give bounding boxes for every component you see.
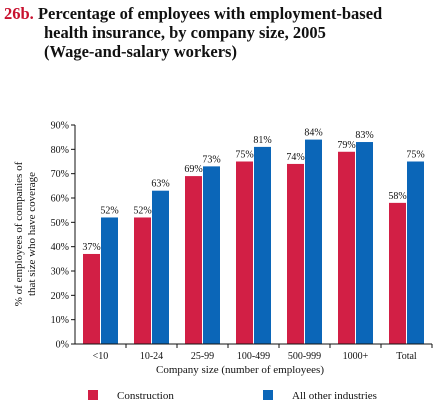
x-tick-label: 25-99 <box>191 351 214 362</box>
y-tick-label: 90% <box>51 121 69 132</box>
legend: Construction All other industries <box>88 390 377 402</box>
y-axis-title-line-2: that size who have coverage <box>26 172 38 296</box>
title-line-3: (Wage-and-salary workers) <box>44 42 237 61</box>
y-tick-label: 10% <box>51 315 69 326</box>
data-label: 63% <box>151 179 169 190</box>
data-label: 52% <box>100 205 118 216</box>
bars <box>83 139 424 344</box>
x-tick-label: 100-499 <box>237 351 270 362</box>
bar-construction <box>287 163 304 344</box>
data-label: 52% <box>133 205 151 216</box>
legend-swatch-all-other-industries <box>263 390 273 400</box>
y-axis-ticks: 0% 10% 20% 30% 40% 50% 60% 70% 80% 90% <box>51 121 75 351</box>
legend-swatch-construction <box>88 390 98 400</box>
bar-all-other-industries <box>356 142 373 344</box>
data-labels: 37%52% 52%63%69%73% 75%81%74%84%79%83%58%7… <box>82 128 424 253</box>
data-label: 58% <box>388 191 406 202</box>
x-axis-title: Company size (number of employees) <box>156 364 324 376</box>
y-axis-title-line-1: % of employees of companies of <box>13 161 25 306</box>
data-label: 83% <box>355 130 373 141</box>
x-tick-label: <10 <box>93 351 109 362</box>
y-tick-label: 40% <box>51 242 69 253</box>
x-tick-label: 10-24 <box>140 351 163 362</box>
data-label: 37% <box>82 242 100 253</box>
bar-all-other-industries <box>101 217 118 344</box>
y-tick-label: 70% <box>51 169 69 180</box>
y-tick-label: 30% <box>51 267 69 278</box>
y-tick-label: 0% <box>56 340 69 351</box>
bar-construction <box>83 253 100 344</box>
bar-construction <box>389 202 406 344</box>
x-tick-label: 1000+ <box>343 351 369 362</box>
data-label: 81% <box>253 135 271 146</box>
data-label: 79% <box>337 140 355 151</box>
bar-all-other-industries <box>305 139 322 344</box>
bar-construction <box>134 217 151 344</box>
bar-all-other-industries <box>152 190 169 344</box>
y-tick-label: 20% <box>51 291 69 302</box>
data-label: 75% <box>235 150 253 161</box>
title-line-2: health insurance, by company size, 2005 <box>44 23 326 42</box>
y-tick-label: 60% <box>51 194 69 205</box>
bar-construction <box>185 176 202 344</box>
legend-label-all-other-industries: All other industries <box>292 390 377 402</box>
bar-all-other-industries <box>407 161 424 344</box>
data-label: 75% <box>406 150 424 161</box>
title-text-1: Percentage of employees with employment-… <box>37 4 383 23</box>
legend-label-construction: Construction <box>117 390 174 402</box>
bar-construction <box>236 161 253 344</box>
y-tick-label: 50% <box>51 218 69 229</box>
data-label: 74% <box>286 152 304 163</box>
title-line-1: 26b. Percentage of employees with employ… <box>4 4 444 23</box>
data-label: 84% <box>304 128 322 139</box>
bar-all-other-industries <box>203 166 220 344</box>
bar-all-other-industries <box>254 146 271 344</box>
bar-construction <box>338 151 355 344</box>
x-tick-label: Total <box>396 351 417 362</box>
y-tick-label: 80% <box>51 145 69 156</box>
data-label: 69% <box>184 164 202 175</box>
x-tick-label: 500-999 <box>288 351 321 362</box>
data-label: 73% <box>202 154 220 165</box>
x-axis-ticks: <10 10-24 25-99 100-499 500-999 1000+ Total <box>93 344 433 362</box>
figure-number: 26b. <box>4 4 34 23</box>
chart-title: 26b. Percentage of employees with employ… <box>4 4 444 61</box>
